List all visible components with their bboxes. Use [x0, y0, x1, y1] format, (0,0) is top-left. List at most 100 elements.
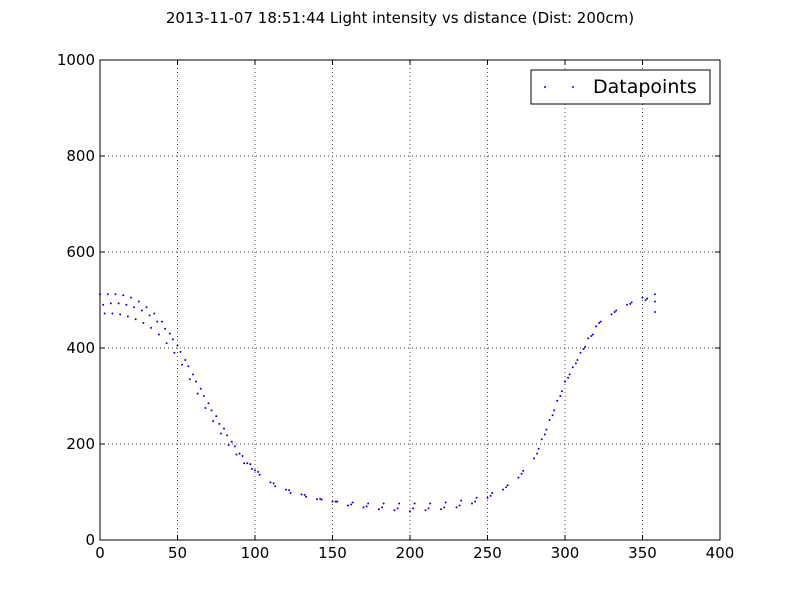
data-point: [300, 493, 303, 496]
data-point: [269, 481, 272, 484]
data-point: [517, 476, 520, 479]
data-point: [173, 351, 176, 354]
data-point: [196, 392, 199, 395]
data-point: [230, 440, 233, 443]
data-point: [427, 507, 430, 510]
data-point: [351, 501, 354, 504]
data-point: [560, 390, 563, 393]
data-point: [176, 344, 179, 347]
data-point: [506, 484, 509, 487]
data-point: [179, 350, 182, 353]
data-point: [598, 322, 601, 325]
data-point: [140, 309, 143, 312]
data-point: [181, 363, 184, 366]
data-point: [409, 510, 411, 513]
data-point: [471, 502, 473, 505]
data-point: [644, 299, 647, 301]
data-point: [103, 312, 106, 315]
data-point: [396, 507, 399, 510]
data-point: [137, 300, 140, 303]
data-point: [486, 496, 489, 499]
data-point: [319, 497, 322, 500]
data-point: [171, 338, 174, 341]
data-point: [145, 306, 148, 309]
x-tick-label: 250: [473, 544, 502, 562]
data-point: [114, 293, 117, 296]
legend-box: [530, 69, 711, 105]
data-point: [505, 486, 508, 489]
x-tick-label: 400: [706, 544, 735, 562]
data-point: [347, 504, 349, 507]
data-point: [161, 320, 163, 323]
data-point: [164, 327, 167, 330]
data-point: [142, 322, 145, 325]
data-point: [303, 493, 306, 496]
data-point: [653, 311, 656, 313]
data-point: [218, 422, 221, 425]
data-point: [227, 443, 230, 446]
data-point: [207, 402, 210, 405]
data-point: [548, 419, 551, 421]
data-point: [610, 313, 613, 316]
data-point: [382, 502, 385, 505]
data-point: [590, 335, 593, 337]
data-point: [233, 445, 236, 448]
data-point: [564, 380, 566, 383]
data-point: [378, 508, 380, 511]
data-point: [184, 359, 187, 361]
data-point: [111, 312, 114, 315]
data-point: [274, 485, 277, 488]
data-point: [119, 313, 122, 316]
data-point: [567, 376, 570, 379]
data-point: [393, 509, 396, 512]
data-point: [334, 500, 337, 503]
data-point: [455, 506, 458, 509]
data-point: [551, 414, 554, 417]
data-point: [568, 373, 571, 376]
data-point: [285, 488, 287, 491]
data-point: [117, 302, 120, 305]
data-point: [134, 318, 137, 321]
grid: [100, 60, 720, 540]
data-point: [576, 359, 579, 361]
data-point: [148, 314, 151, 317]
y-tick-label: 600: [66, 243, 95, 261]
data-point: [599, 320, 602, 323]
data-point: [443, 506, 446, 509]
data-point: [150, 326, 153, 329]
data-point: [288, 489, 291, 492]
y-tick-label: 1000: [57, 51, 95, 69]
data-point: [626, 303, 628, 306]
data-point: [444, 501, 447, 504]
data-point: [109, 302, 112, 305]
data-point: [582, 347, 585, 350]
data-point: [365, 505, 368, 508]
data-point: [653, 293, 656, 296]
data-point: [202, 395, 205, 397]
data-point: [106, 293, 109, 296]
data-point: [591, 333, 594, 336]
data-point: [192, 373, 194, 376]
data-point: [223, 427, 225, 430]
data-point: [646, 297, 649, 300]
data-point: [475, 496, 478, 499]
data-point: [199, 387, 202, 390]
data-point: [241, 455, 244, 457]
data-point: [579, 351, 582, 354]
data-point: [367, 502, 370, 505]
data-point: [536, 452, 539, 455]
data-point: [249, 463, 252, 466]
data-point: [413, 502, 416, 505]
data-point: [250, 467, 253, 470]
data-point: [474, 500, 477, 503]
data-point: [226, 434, 229, 437]
data-point: [289, 491, 292, 494]
data-point: [336, 500, 339, 503]
data-point: [272, 482, 275, 485]
data-point: [653, 300, 656, 303]
y-tick-label: 200: [66, 435, 95, 453]
data-point: [235, 453, 238, 456]
data-point: [125, 303, 128, 306]
data-point: [595, 325, 597, 328]
